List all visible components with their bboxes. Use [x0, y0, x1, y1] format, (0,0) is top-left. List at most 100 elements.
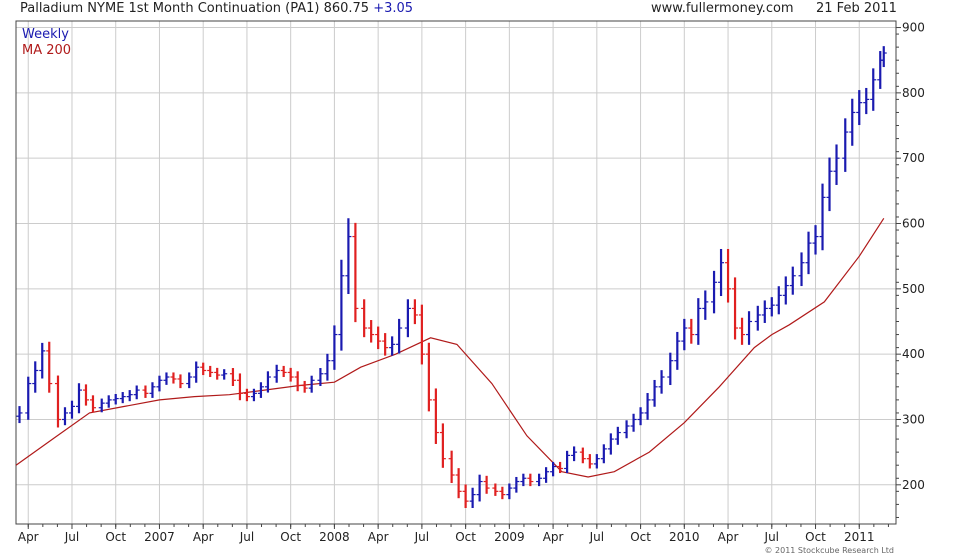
price-bar [877, 51, 884, 89]
x-tick-label-12: Apr [543, 530, 564, 544]
price-bar [880, 46, 887, 68]
y-tick-label-200: 200 [902, 478, 925, 492]
price-bar [133, 385, 140, 400]
price-bar [506, 483, 513, 500]
y-tick-label-900: 900 [902, 21, 925, 35]
y-tick-label-300: 300 [902, 412, 925, 426]
price-bar [520, 473, 527, 487]
price-bar [432, 388, 439, 444]
price-change: +3.05 [373, 1, 414, 16]
x-axis: Apr Jul Oct 2007 Apr Jul Oct 2008 Apr Jul Oct 2009 A… [18, 524, 889, 544]
x-tick-label-7: 2008 [319, 530, 350, 544]
price-bar [119, 392, 126, 404]
price-bar [674, 331, 681, 370]
price-bar [396, 318, 403, 354]
price-bar [361, 299, 368, 338]
plot-border [15, 20, 897, 525]
price-bar [586, 454, 593, 469]
price-bar [186, 372, 193, 389]
price-bar [345, 218, 352, 295]
price-bar [375, 326, 382, 350]
price-bar [492, 483, 499, 496]
price-bar [82, 384, 89, 406]
x-tick-label-9: Jul [414, 530, 429, 544]
price-bar [819, 183, 826, 251]
price-bar [564, 450, 571, 474]
price-bar [644, 393, 651, 420]
price-bar [812, 225, 819, 255]
price-bar [571, 446, 578, 462]
price-bar [229, 368, 236, 387]
price-bar [46, 341, 53, 393]
price-bar [126, 390, 133, 402]
price-bar [317, 368, 324, 387]
x-tick-label-18: Oct [805, 530, 826, 544]
price-bar [280, 365, 287, 378]
price-bar [32, 361, 39, 393]
price-bar [404, 299, 411, 338]
price-bar [389, 336, 396, 356]
price-bar [287, 367, 294, 382]
price-bar [193, 361, 200, 383]
price-bar [579, 447, 586, 464]
y-tick-label-800: 800 [902, 86, 925, 100]
price-bar [236, 373, 243, 401]
price-bar [826, 157, 833, 212]
price-bar [637, 407, 644, 426]
price-bar [149, 382, 156, 398]
price-bar [688, 318, 695, 344]
legend-weekly: Weekly [22, 27, 69, 42]
chart-header-title: Palladium NYME 1st Month Continuation (P… [20, 0, 413, 18]
price-bar [331, 325, 338, 370]
price-bar [789, 266, 796, 295]
price-bar [600, 444, 607, 464]
x-tick-label-6: Oct [280, 530, 301, 544]
price-bars [16, 46, 887, 508]
ma-200-line [15, 217, 885, 478]
price-bar [863, 87, 870, 115]
y-axis: 200 300 400 500 600 700 800 900 [896, 21, 925, 518]
price-bar [200, 362, 207, 376]
price-bar [782, 276, 789, 305]
price-bar [16, 406, 23, 424]
price-bar [207, 365, 214, 378]
x-tick-label-5: Jul [239, 530, 254, 544]
price-bar [681, 318, 688, 351]
legend-ma-200: MA 200 [22, 43, 72, 58]
price-bar [833, 144, 840, 185]
price-bar [593, 454, 600, 469]
price-bar [382, 333, 389, 356]
price-bar [264, 371, 271, 393]
price-bar [702, 290, 709, 320]
price-bar [739, 317, 746, 345]
price-bar [243, 388, 250, 402]
y-tick-label-400: 400 [902, 347, 925, 361]
price-bar [324, 353, 331, 381]
price-bar [273, 364, 280, 383]
price-bar [536, 473, 543, 487]
x-tick-label-4: Apr [193, 530, 214, 544]
price-bar [775, 286, 782, 315]
price-bar [527, 473, 534, 487]
price-bar [718, 248, 725, 297]
ma-line-layer [15, 217, 885, 478]
price-bar [754, 305, 761, 331]
price-bar [54, 375, 61, 428]
price-bar [805, 231, 812, 275]
x-tick-label-15: 2010 [669, 530, 700, 544]
price-bar [658, 370, 665, 394]
x-tick-label-11: 2009 [494, 530, 525, 544]
price-bar [469, 487, 476, 508]
y-tick-label-500: 500 [902, 282, 925, 296]
instrument-title: Palladium NYME 1st Month Continuation (P… [20, 1, 370, 16]
price-bar [352, 222, 359, 323]
price-bar [257, 382, 264, 398]
x-tick-label-10: Oct [455, 530, 476, 544]
grid-lines [16, 21, 896, 524]
price-bar [98, 398, 105, 413]
price-bar [448, 450, 455, 484]
x-tick-label-13: Jul [589, 530, 604, 544]
copyright-notice: © 2011 Stockcube Research Ltd [764, 546, 894, 555]
source-site: www.fullermoney.com [651, 1, 794, 16]
x-tick-label-14: Oct [630, 530, 651, 544]
